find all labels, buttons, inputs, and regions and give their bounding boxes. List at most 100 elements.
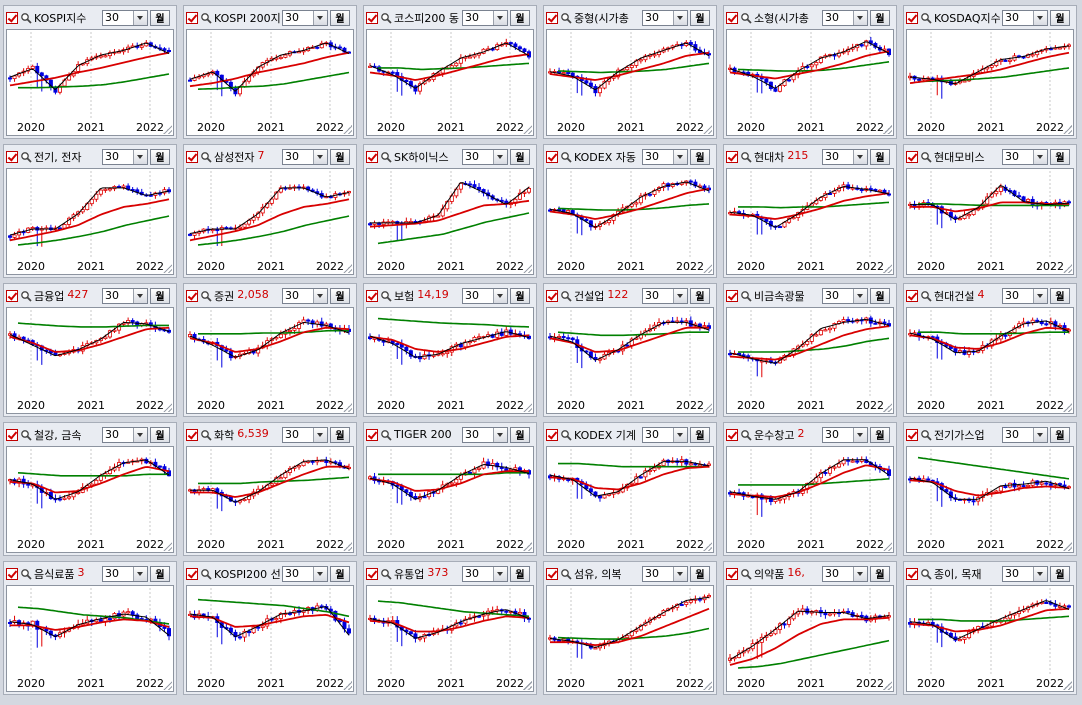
period-select[interactable]: 30 (282, 565, 328, 582)
search-icon[interactable] (380, 568, 392, 580)
price-chart[interactable]: 2020 2021 2022 (186, 29, 354, 136)
period-unit-button[interactable]: 월 (150, 9, 170, 26)
resize-grip-icon[interactable] (163, 125, 172, 134)
select-checkbox[interactable] (726, 11, 738, 24)
chevron-down-icon[interactable] (853, 427, 867, 442)
search-icon[interactable] (200, 429, 212, 441)
select-checkbox[interactable] (366, 428, 378, 441)
period-unit-button[interactable]: 월 (690, 287, 710, 304)
resize-grip-icon[interactable] (883, 542, 892, 551)
price-chart[interactable]: 2020 2021 2022 (726, 29, 894, 136)
select-checkbox[interactable] (366, 150, 378, 163)
resize-grip-icon[interactable] (343, 264, 352, 273)
search-icon[interactable] (740, 151, 752, 163)
period-unit-button[interactable]: 월 (690, 426, 710, 443)
search-icon[interactable] (200, 12, 212, 24)
search-icon[interactable] (920, 429, 932, 441)
period-select[interactable]: 30 (102, 287, 148, 304)
price-chart[interactable]: 2020 2021 2022 (726, 168, 894, 275)
price-chart[interactable]: 2020 2021 2022 (726, 446, 894, 553)
search-icon[interactable] (920, 290, 932, 302)
chevron-down-icon[interactable] (673, 427, 687, 442)
chevron-down-icon[interactable] (853, 566, 867, 581)
resize-grip-icon[interactable] (883, 403, 892, 412)
period-select[interactable]: 30 (282, 426, 328, 443)
price-chart[interactable]: 2020 2021 2022 (186, 585, 354, 692)
price-chart[interactable]: 2020 2021 2022 (366, 29, 534, 136)
price-chart[interactable]: 2020 2021 2022 (546, 585, 714, 692)
chevron-down-icon[interactable] (133, 10, 147, 25)
chevron-down-icon[interactable] (853, 149, 867, 164)
price-chart[interactable]: 2020 2021 2022 (366, 446, 534, 553)
price-chart[interactable]: 2020 2021 2022 (906, 585, 1074, 692)
chevron-down-icon[interactable] (673, 149, 687, 164)
resize-grip-icon[interactable] (703, 403, 712, 412)
period-unit-button[interactable]: 월 (330, 565, 350, 582)
chevron-down-icon[interactable] (493, 288, 507, 303)
resize-grip-icon[interactable] (163, 403, 172, 412)
resize-grip-icon[interactable] (1063, 264, 1072, 273)
select-checkbox[interactable] (726, 150, 738, 163)
resize-grip-icon[interactable] (523, 403, 532, 412)
period-select[interactable]: 30 (822, 287, 868, 304)
price-chart[interactable]: 2020 2021 2022 (6, 446, 174, 553)
period-select[interactable]: 30 (462, 148, 508, 165)
price-chart[interactable]: 2020 2021 2022 (906, 446, 1074, 553)
price-chart[interactable]: 2020 2021 2022 (546, 446, 714, 553)
price-chart[interactable]: 2020 2021 2022 (186, 307, 354, 414)
select-checkbox[interactable] (906, 567, 918, 580)
search-icon[interactable] (20, 151, 32, 163)
resize-grip-icon[interactable] (343, 403, 352, 412)
search-icon[interactable] (560, 568, 572, 580)
search-icon[interactable] (380, 12, 392, 24)
search-icon[interactable] (740, 429, 752, 441)
select-checkbox[interactable] (6, 289, 18, 302)
price-chart[interactable]: 2020 2021 2022 (366, 168, 534, 275)
select-checkbox[interactable] (186, 150, 198, 163)
period-unit-button[interactable]: 월 (510, 148, 530, 165)
price-chart[interactable]: 2020 2021 2022 (906, 29, 1074, 136)
resize-grip-icon[interactable] (883, 125, 892, 134)
select-checkbox[interactable] (906, 11, 918, 24)
search-icon[interactable] (920, 12, 932, 24)
search-icon[interactable] (380, 151, 392, 163)
chevron-down-icon[interactable] (673, 288, 687, 303)
period-select[interactable]: 30 (1002, 426, 1048, 443)
search-icon[interactable] (740, 290, 752, 302)
chevron-down-icon[interactable] (1033, 149, 1047, 164)
period-unit-button[interactable]: 월 (150, 426, 170, 443)
search-icon[interactable] (560, 290, 572, 302)
search-icon[interactable] (200, 290, 212, 302)
period-select[interactable]: 30 (642, 287, 688, 304)
select-checkbox[interactable] (186, 11, 198, 24)
select-checkbox[interactable] (186, 428, 198, 441)
period-select[interactable]: 30 (1002, 148, 1048, 165)
select-checkbox[interactable] (6, 150, 18, 163)
period-unit-button[interactable]: 월 (510, 287, 530, 304)
search-icon[interactable] (740, 12, 752, 24)
price-chart[interactable]: 2020 2021 2022 (726, 585, 894, 692)
period-select[interactable]: 30 (102, 426, 148, 443)
period-unit-button[interactable]: 월 (870, 287, 890, 304)
period-select[interactable]: 30 (1002, 287, 1048, 304)
select-checkbox[interactable] (546, 567, 558, 580)
period-unit-button[interactable]: 월 (1050, 287, 1070, 304)
period-select[interactable]: 30 (822, 565, 868, 582)
resize-grip-icon[interactable] (523, 125, 532, 134)
resize-grip-icon[interactable] (883, 264, 892, 273)
period-select[interactable]: 30 (822, 9, 868, 26)
select-checkbox[interactable] (6, 11, 18, 24)
chevron-down-icon[interactable] (133, 427, 147, 442)
chevron-down-icon[interactable] (493, 566, 507, 581)
chevron-down-icon[interactable] (313, 149, 327, 164)
chevron-down-icon[interactable] (853, 288, 867, 303)
period-unit-button[interactable]: 월 (150, 148, 170, 165)
select-checkbox[interactable] (906, 289, 918, 302)
period-unit-button[interactable]: 월 (510, 9, 530, 26)
resize-grip-icon[interactable] (1063, 403, 1072, 412)
resize-grip-icon[interactable] (883, 681, 892, 690)
price-chart[interactable]: 2020 2021 2022 (546, 307, 714, 414)
period-unit-button[interactable]: 월 (510, 565, 530, 582)
period-unit-button[interactable]: 월 (1050, 9, 1070, 26)
resize-grip-icon[interactable] (703, 681, 712, 690)
